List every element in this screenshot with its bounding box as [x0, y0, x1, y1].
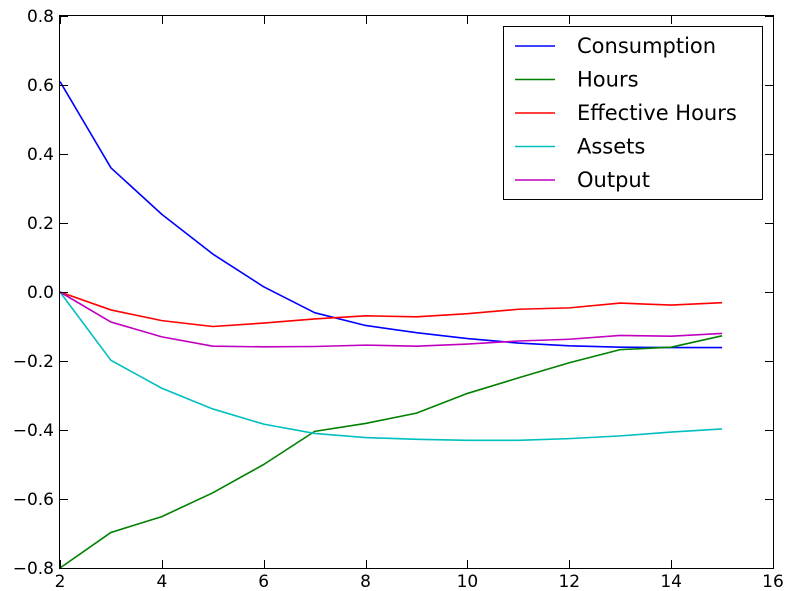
legend-label: Effective Hours: [577, 101, 737, 125]
legend: Consumption Hours Effective Hours Assets Out…: [503, 26, 763, 200]
series-line-effective-hours: [59, 291, 723, 328]
x-tick-label: 10: [457, 572, 479, 591]
legend-item: Effective Hours: [515, 101, 737, 125]
y-tick-label: 0.0: [27, 283, 54, 303]
legend-item: Hours: [515, 68, 639, 92]
y-tick-label: −0.4: [13, 421, 54, 441]
legend-label: Output: [577, 168, 650, 192]
y-tick-label: 0.4: [27, 145, 54, 165]
x-tick-label: 12: [558, 572, 580, 591]
legend-item: Output: [515, 168, 650, 192]
legend-entries: Consumption Hours Effective Hours Assets Out…: [515, 34, 737, 192]
legend-item: Assets: [515, 135, 645, 159]
x-tick-label: 16: [762, 572, 784, 591]
x-tick-label: 14: [660, 572, 682, 591]
y-tick-label: 0.8: [27, 7, 54, 27]
y-axis-tick-labels: −0.8 −0.6 −0.4 −0.2 0.0 0.2 0.4 0.6 0.8: [13, 7, 54, 579]
plot-frame: [59, 15, 774, 569]
y-tick-label: 0.2: [27, 214, 54, 234]
x-tick-label: 2: [55, 572, 66, 591]
legend-label: Hours: [577, 68, 639, 92]
x-tick-label: 4: [156, 572, 167, 591]
series-lines: [59, 81, 723, 569]
x-tick-label: 6: [258, 572, 269, 591]
legend-item: Consumption: [515, 34, 716, 58]
series-line-consumption: [59, 81, 723, 349]
y-tick-label: −0.6: [13, 490, 54, 510]
series-line-assets: [59, 291, 723, 442]
legend-label: Assets: [577, 135, 645, 159]
series-line-hours: [59, 335, 723, 569]
x-tick-label: 8: [360, 572, 371, 591]
series-line-output: [59, 291, 723, 348]
y-tick-label: −0.8: [13, 559, 54, 579]
legend-label: Consumption: [577, 34, 716, 58]
axis-ticks: [60, 16, 774, 569]
y-tick-label: 0.6: [27, 76, 54, 96]
y-tick-label: −0.2: [13, 352, 54, 372]
x-axis-tick-labels: 2 4 6 8 10 12 14 16: [55, 572, 784, 591]
